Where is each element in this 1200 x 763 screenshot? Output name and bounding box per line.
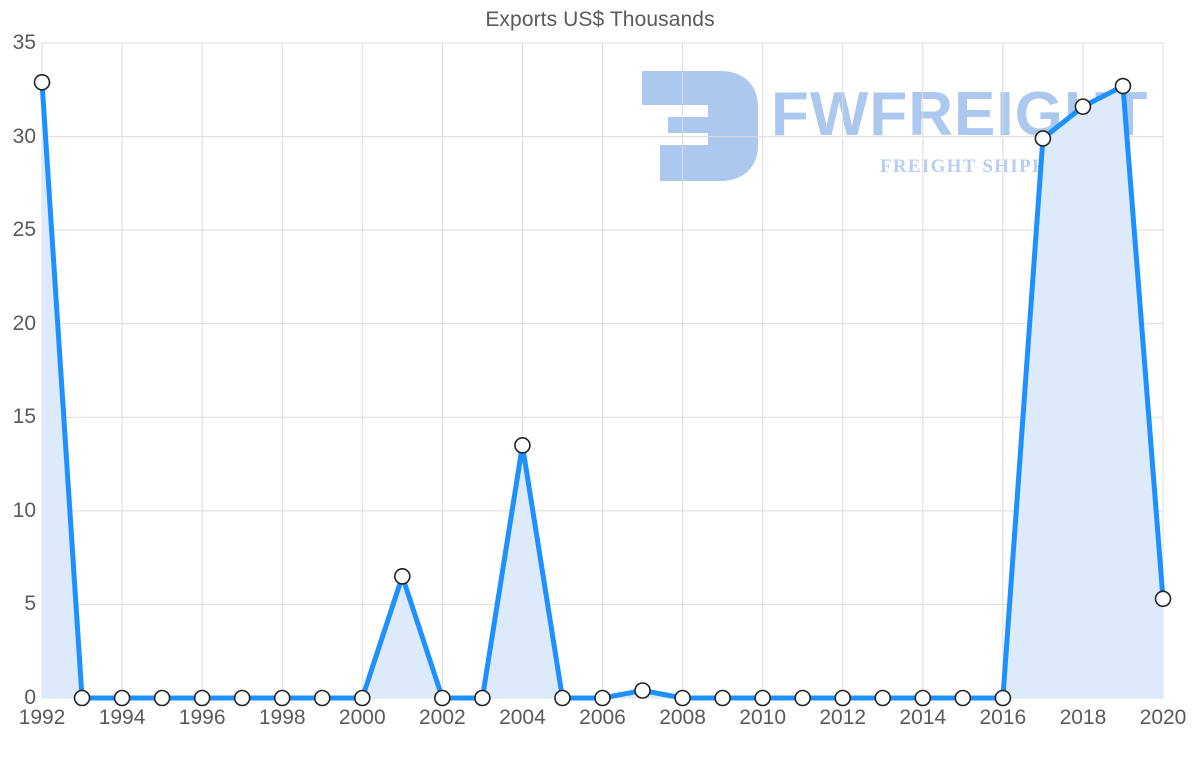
data-point-marker <box>634 682 651 699</box>
data-point-marker <box>474 689 491 707</box>
data-point-marker <box>1034 130 1052 147</box>
data-point-marker <box>594 689 611 707</box>
y-axis-tick-label: 35 <box>12 31 36 54</box>
data-point-marker <box>954 689 972 707</box>
data-point-marker <box>994 689 1012 707</box>
x-axis-tick-label: 2016 <box>979 706 1027 729</box>
series-area-fill <box>42 82 1163 699</box>
data-point-marker <box>1154 590 1172 608</box>
y-axis-tick-label: 25 <box>12 218 36 242</box>
data-point-marker <box>273 689 291 707</box>
data-point-marker <box>33 74 51 91</box>
x-axis-tick-label: 2002 <box>418 706 466 729</box>
data-point-marker <box>434 689 451 707</box>
x-axis-tick-label: 1996 <box>178 706 226 729</box>
x-axis-tick-label: 1994 <box>98 706 146 729</box>
data-point-marker <box>353 689 371 707</box>
data-point-marker <box>754 689 771 707</box>
data-point-marker <box>834 689 852 707</box>
x-axis-tick-label: 2014 <box>899 706 947 729</box>
x-axis-tick-label: 2000 <box>338 706 386 729</box>
series-markers <box>33 74 1172 707</box>
x-axis-tick-label: 1992 <box>18 706 66 729</box>
y-axis-tick-label: 15 <box>12 405 36 429</box>
data-point-marker <box>914 689 932 707</box>
data-point-marker <box>113 689 131 707</box>
x-axis-tick-label: 2012 <box>819 706 867 729</box>
data-point-marker <box>674 689 691 707</box>
x-axis-tick-label: 2018 <box>1059 706 1107 729</box>
data-point-marker <box>394 568 411 585</box>
data-point-marker <box>874 689 892 707</box>
x-axis-tick-label: 2020 <box>1139 706 1187 729</box>
y-axis-tick-label: 20 <box>12 311 36 335</box>
y-axis-tick-label: 10 <box>12 498 36 522</box>
data-point-marker <box>714 689 731 707</box>
data-point-marker <box>794 689 811 707</box>
grid-lines <box>41 42 1164 699</box>
y-axis-tick-label: 0 <box>24 686 36 709</box>
data-point-marker <box>313 689 331 707</box>
x-axis-tick-label: 2010 <box>739 706 786 729</box>
chart-title: Exports US$ Thousands <box>485 8 715 31</box>
data-point-marker <box>1074 98 1092 115</box>
y-axis-tick-label: 5 <box>24 592 36 616</box>
data-point-marker <box>233 689 251 707</box>
data-point-marker <box>153 689 171 707</box>
data-point-marker <box>1114 77 1132 95</box>
x-axis-tick-label: 2006 <box>579 706 626 729</box>
x-axis-tick-label: 2004 <box>499 706 546 729</box>
data-point-marker <box>193 689 211 707</box>
x-axis-tick-label: 2008 <box>659 706 706 729</box>
y-axis-tick-label: 30 <box>12 124 36 148</box>
data-point-marker <box>554 689 571 707</box>
data-point-marker <box>514 437 531 454</box>
data-point-marker <box>73 689 91 707</box>
x-axis-tick-label: 1998 <box>258 706 306 729</box>
